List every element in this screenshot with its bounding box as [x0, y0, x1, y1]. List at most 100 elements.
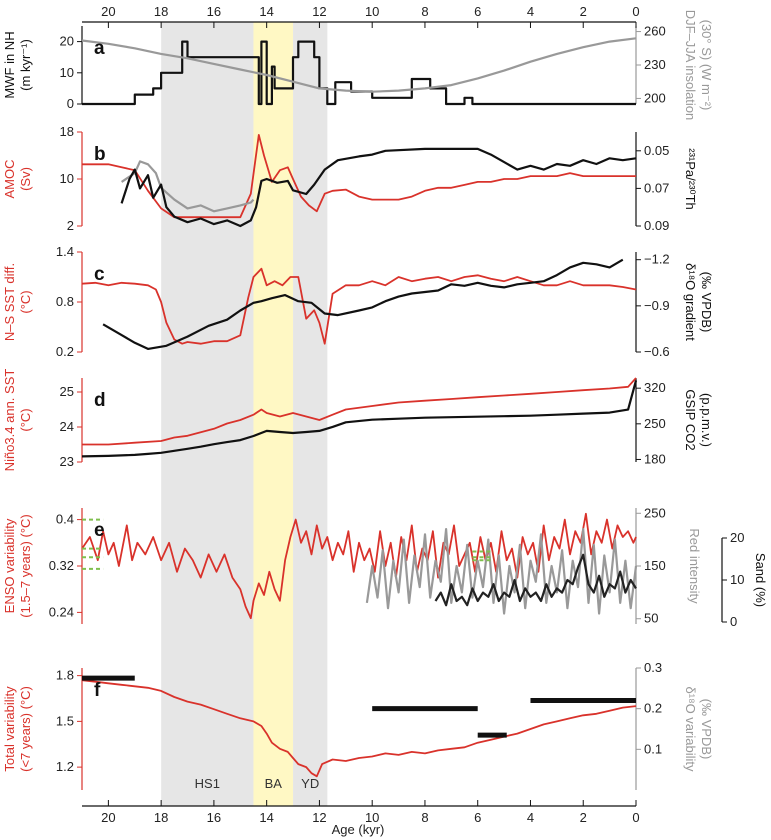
series-a-1	[82, 40, 636, 106]
shaded-intervals: HS1 BA YD	[161, 22, 328, 806]
right-tick-label: 0.2	[644, 701, 662, 716]
left-axis-title: N–S SST diff.(°C)	[2, 263, 33, 341]
panel-letter-b: b	[94, 144, 106, 165]
left-tick-label: 20	[60, 34, 74, 49]
right-axis-title-line1: δ¹⁸O gradient	[683, 263, 698, 341]
right-axis-2-tick-label: 0	[730, 614, 737, 629]
right-axis-title-line2: (p.p.m.v.)	[699, 393, 714, 447]
top-tick-label: 14	[259, 4, 273, 19]
bottom-tick-label: 18	[154, 810, 168, 825]
left-axis-title-line1: AMOC	[2, 160, 17, 199]
series-e-1	[81, 512, 637, 620]
right-tick-label: −0.9	[644, 298, 670, 313]
right-axis-title: δ¹⁸O variability(‰ VPDB)	[683, 687, 714, 772]
left-axis-title-line2: (1.5–7 years) (°C)	[18, 514, 33, 617]
panel-letter-c: c	[94, 264, 105, 285]
left-tick-label: 0	[67, 96, 74, 111]
bottom-tick-label: 4	[527, 810, 534, 825]
left-axis-title: Niño3.4 ann. SST(°C)	[2, 369, 33, 472]
left-tick-label: 0.8	[56, 294, 74, 309]
top-tick-label: 10	[365, 4, 379, 19]
left-axis-title-line1: ENSO variability	[2, 518, 17, 613]
left-axis-title: AMOC(Sv)	[2, 160, 33, 199]
left-tick-label: 0.24	[49, 604, 74, 619]
x-axes: Age (kyr) 202018181616141412121010886644…	[101, 4, 639, 837]
right-axis-title-line2: (‰ VPDB)	[699, 272, 714, 333]
series-a-2	[81, 37, 637, 93]
right-axis-title-line2: (‰ VPDB)	[699, 699, 714, 760]
left-tick-label: 0.32	[49, 558, 74, 573]
right-axis-title-line1: Red intensity	[687, 528, 702, 604]
left-tick-label: 10	[60, 171, 74, 186]
right-tick-label: 260	[644, 24, 666, 39]
left-tick-label: 23	[60, 454, 74, 469]
panel-e: 0.24 0.32 0.4 50 150 250 ENSO variability(1.5–…	[2, 505, 768, 629]
left-axis-title-line1: MWF in NH	[2, 31, 17, 98]
right-axis-2-title: Sand (%)	[753, 553, 768, 607]
series-f-1	[81, 679, 637, 778]
series-d-1	[82, 377, 637, 446]
top-tick-label: 0	[632, 4, 639, 19]
panel-letter-f: f	[94, 680, 101, 701]
series-c-1	[81, 267, 637, 345]
left-tick-label: 24	[60, 419, 74, 434]
right-tick-label: 50	[644, 611, 658, 626]
x-axis-label: Age (kyr)	[332, 822, 385, 837]
interval-label-yd: YD	[301, 776, 319, 791]
left-axis-title: ENSO variability(1.5–7 years) (°C)	[2, 514, 33, 617]
panel-letter-e: e	[94, 520, 105, 541]
panel-f: 1.2 1.5 1.8 0.1 0.2 0.3 Total variability(<7 y…	[2, 660, 714, 790]
panel-a: 0 10 20 200 230 260 MWF in NH(m kyr⁻¹) DJF–JJA …	[2, 10, 714, 121]
bottom-tick-label: 16	[207, 810, 221, 825]
right-axis-title-line1: ²³¹Pa/²³⁰Th	[683, 148, 698, 210]
right-tick-label: 0.07	[644, 180, 669, 195]
left-axis-title: MWF in NH(m kyr⁻¹)	[2, 31, 33, 98]
right-tick-label: 0.1	[644, 741, 662, 756]
left-tick-label: 10	[60, 65, 74, 80]
bottom-tick-label: 12	[312, 810, 326, 825]
right-tick-label: 230	[644, 57, 666, 72]
left-axis-title: Total variability(<7 years) (°C)	[2, 686, 33, 772]
right-axis-title: GSIP CO2(p.p.m.v.)	[683, 389, 714, 450]
left-axis-title-line2: (<7 years) (°C)	[18, 686, 33, 772]
right-axis-title: ²³¹Pa/²³⁰Th	[683, 148, 698, 210]
right-axis-title: DJF–JJA insolation(30° S) (W m⁻²)	[683, 10, 714, 121]
right-tick-label: 250	[644, 416, 666, 431]
right-axis-title-line2: (30° S) (W m⁻²)	[699, 20, 714, 111]
left-tick-label: 1.4	[56, 244, 74, 259]
left-tick-label: 0.2	[56, 344, 74, 359]
series-b-3	[120, 147, 637, 228]
top-tick-label: 2	[580, 4, 587, 19]
bottom-tick-label: 6	[474, 810, 481, 825]
right-tick-label: 180	[644, 451, 666, 466]
top-tick-label: 20	[101, 4, 115, 19]
bottom-tick-label: 8	[421, 810, 428, 825]
top-tick-label: 6	[474, 4, 481, 19]
right-tick-label: 0.05	[644, 143, 669, 158]
right-tick-label: 0.3	[644, 660, 662, 675]
bottom-tick-label: 10	[365, 810, 379, 825]
right-tick-label: 200	[644, 90, 666, 105]
left-tick-label: 0.4	[56, 512, 74, 527]
panel-letter-d: d	[94, 390, 106, 411]
left-axis-title-line1: N–S SST diff.	[2, 263, 17, 341]
right-tick-label: 0.09	[644, 218, 669, 233]
series-e-3	[434, 553, 637, 607]
left-tick-label: 18	[60, 124, 74, 139]
left-tick-label: 1.2	[56, 759, 74, 774]
series-b-1	[82, 134, 636, 219]
left-axis-title-line2: (°C)	[18, 408, 33, 431]
right-axis-title-line1: δ¹⁸O variability	[683, 687, 698, 772]
top-tick-label: 12	[312, 4, 326, 19]
bottom-tick-label: 0	[632, 810, 639, 825]
left-axis-title-line2: (°C)	[18, 290, 33, 313]
series-e-2	[365, 528, 638, 615]
bottom-tick-label: 20	[101, 810, 115, 825]
plot-frame	[82, 21, 636, 807]
right-tick-label: −1.2	[644, 252, 670, 267]
panel-letter-a: a	[94, 38, 105, 59]
right-tick-label: 150	[644, 558, 666, 573]
right-tick-label: 320	[644, 380, 666, 395]
